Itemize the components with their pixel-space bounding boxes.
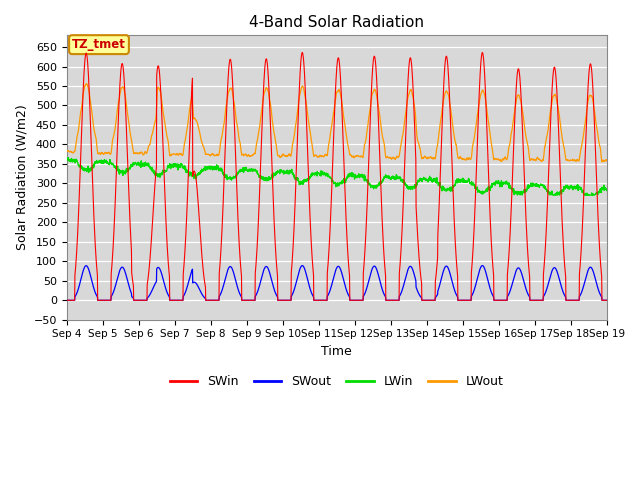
- Legend: SWin, SWout, LWin, LWout: SWin, SWout, LWin, LWout: [165, 370, 509, 393]
- Title: 4-Band Solar Radiation: 4-Band Solar Radiation: [250, 15, 424, 30]
- X-axis label: Time: Time: [321, 345, 352, 358]
- Text: TZ_tmet: TZ_tmet: [72, 38, 126, 51]
- Y-axis label: Solar Radiation (W/m2): Solar Radiation (W/m2): [15, 105, 28, 251]
